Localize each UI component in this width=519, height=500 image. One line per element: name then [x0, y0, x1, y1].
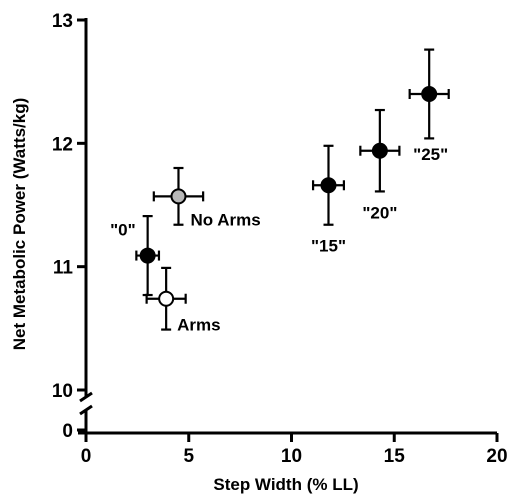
data-points — [139, 86, 438, 307]
data-point — [158, 290, 175, 307]
data-point — [320, 177, 337, 194]
x-tick-label: 20 — [486, 446, 507, 467]
error-bars — [135, 48, 450, 331]
data-point — [139, 247, 156, 264]
x-axis-label: Step Width (% LL) — [213, 475, 358, 494]
data-point — [421, 86, 438, 102]
axes — [77, 18, 499, 442]
x-tick-label: 5 — [183, 446, 194, 467]
axis-break-mark — [79, 404, 93, 416]
data-point — [371, 142, 388, 159]
y-tick-label: 11 — [53, 258, 74, 279]
x-tick-label: 0 — [81, 446, 92, 467]
point-labels: "0" No Arms Arms "15" "20" "25" — [110, 145, 448, 335]
data-point-label: "0" — [110, 221, 136, 240]
y-tick-label: 13 — [52, 11, 73, 32]
y-tick-label: 10 — [52, 381, 73, 402]
data-point-label: Arms — [177, 316, 220, 335]
data-point-label: "20" — [362, 203, 397, 222]
data-point-label: "25" — [413, 145, 448, 164]
y-axis-label: Net Metabolic Power (Watts/kg) — [10, 98, 29, 351]
data-point-label: No Arms — [190, 210, 260, 229]
tick-labels: 10 11 12 13 00 5 10 15 20 — [52, 11, 508, 467]
y-tick-label: 12 — [52, 134, 73, 155]
data-point — [170, 188, 187, 205]
data-point-label: "15" — [311, 237, 346, 256]
x-tick-label: 15 — [384, 446, 406, 467]
axis-break-mark — [79, 391, 93, 403]
y-tick-label-zero: 0 — [62, 421, 73, 442]
x-tick-label: 10 — [281, 446, 302, 467]
